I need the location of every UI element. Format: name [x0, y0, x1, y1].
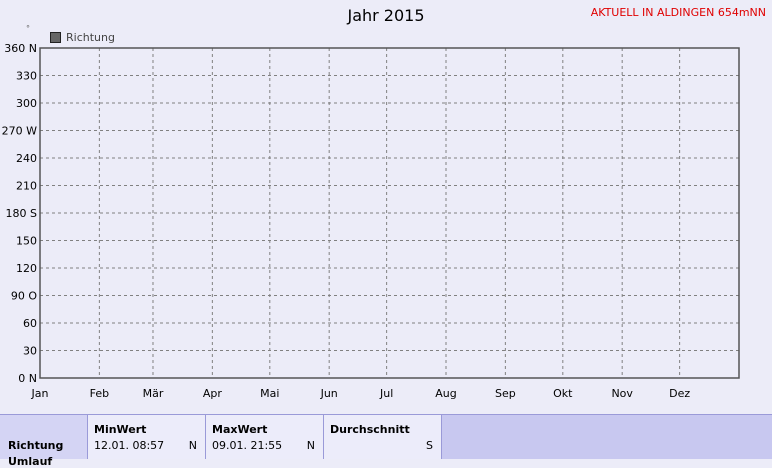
stats-max-time: 09.01. 21:55: [212, 439, 283, 452]
x-tick-label: Sep: [495, 387, 516, 400]
legend-swatch: [50, 32, 61, 43]
x-tick-label: Nov: [611, 387, 633, 400]
x-tick-label: Jan: [31, 387, 49, 400]
stats-avg-dir: S: [426, 439, 433, 452]
stats-max: MaxWert 09.01. 21:55 N: [206, 415, 324, 459]
y-tick-label: 90 O: [11, 290, 37, 303]
x-tick-label: Dez: [669, 387, 690, 400]
x-tick-label: Mai: [260, 387, 279, 400]
y-tick-label: 180 S: [6, 207, 37, 220]
y-tick-label: 270 W: [2, 125, 37, 138]
x-tick-label: Jun: [320, 387, 338, 400]
unit-mark: °: [26, 24, 30, 33]
x-tick-labels: Jan Feb Mär Apr Mai Jun Jul Aug Sep Okt Nov Dez: [31, 387, 691, 400]
stats-max-header: MaxWert: [212, 423, 268, 436]
y-tick-label: 120: [16, 262, 37, 275]
stats-row-header: Richtung Umlauf: [0, 415, 88, 468]
x-tick-label: Jul: [379, 387, 393, 400]
y-tick-label: 300: [16, 97, 37, 110]
stats-avg-header: Durchschnitt: [330, 423, 410, 436]
chart-svg: 0 N 30 60 90 O 120 150 180 S 210 240 270 W 300 330 3…: [2, 42, 740, 400]
x-tick-label: Apr: [203, 387, 223, 400]
y-tick-label: 240: [16, 152, 37, 165]
plot-frame: [39, 47, 740, 379]
stats-min-time: 12.01. 08:57: [94, 439, 165, 452]
stats-max-dir: N: [306, 439, 315, 452]
y-tick-label: 0 N: [18, 372, 37, 385]
station-label: AKTUELL IN ALDINGEN 654mNN: [590, 6, 766, 19]
legend: Richtung: [50, 31, 115, 44]
stats-min-header: MinWert: [94, 423, 147, 436]
legend-label: Richtung: [66, 31, 115, 44]
y-tick-label: 330: [16, 70, 37, 83]
stats-table: Richtung Umlauf MinWert 12.01. 08:57 N M…: [0, 414, 772, 468]
chart-title: Jahr 2015: [347, 6, 425, 25]
y-tick-label: 150: [16, 235, 37, 248]
grid: [40, 48, 739, 378]
stats-row-label: Richtung: [8, 439, 64, 452]
y-tick-label: 30: [23, 345, 37, 358]
stats-row-label-2: Umlauf: [8, 455, 53, 468]
y-tick-labels: 0 N 30 60 90 O 120 150 180 S 210 240 270 W 300 330 3…: [2, 42, 38, 385]
x-tick-label: Mär: [143, 387, 164, 400]
stats-min-dir: N: [188, 439, 197, 452]
stats-min: MinWert 12.01. 08:57 N: [88, 415, 206, 459]
x-tick-label: Feb: [90, 387, 109, 400]
stats-avg: Durchschnitt S: [324, 415, 442, 459]
y-tick-label: 360 N: [4, 42, 37, 55]
x-tick-label: Okt: [553, 387, 573, 400]
y-tick-label: 210: [16, 180, 37, 193]
x-tick-label: Aug: [435, 387, 456, 400]
y-tick-label: 60: [23, 317, 37, 330]
